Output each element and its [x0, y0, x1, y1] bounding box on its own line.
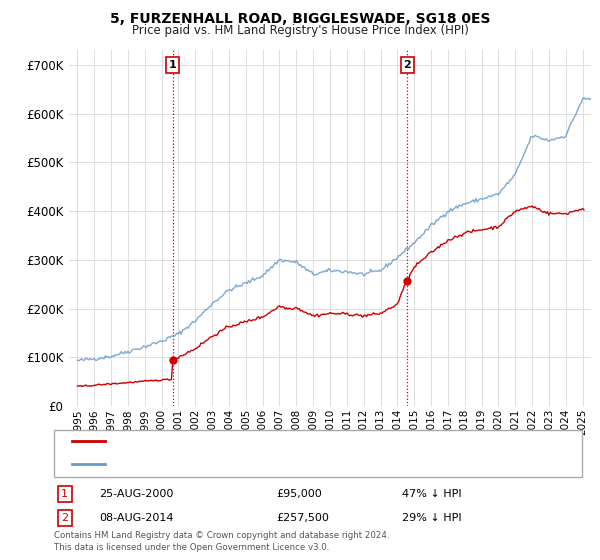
Text: 47% ↓ HPI: 47% ↓ HPI: [402, 489, 461, 499]
Text: 5, FURZENHALL ROAD, BIGGLESWADE, SG18 0ES (detached house): 5, FURZENHALL ROAD, BIGGLESWADE, SG18 0E…: [111, 436, 461, 446]
Text: HPI: Average price, detached house, Central Bedfordshire: HPI: Average price, detached house, Cent…: [111, 459, 412, 469]
Text: 08-AUG-2014: 08-AUG-2014: [99, 513, 173, 523]
Text: 2: 2: [61, 513, 68, 523]
Text: Contains HM Land Registry data © Crown copyright and database right 2024.
This d: Contains HM Land Registry data © Crown c…: [54, 531, 389, 552]
Text: 25-AUG-2000: 25-AUG-2000: [99, 489, 173, 499]
Text: Price paid vs. HM Land Registry's House Price Index (HPI): Price paid vs. HM Land Registry's House …: [131, 24, 469, 37]
Text: £95,000: £95,000: [276, 489, 322, 499]
Text: £257,500: £257,500: [276, 513, 329, 523]
Text: 5, FURZENHALL ROAD, BIGGLESWADE, SG18 0ES: 5, FURZENHALL ROAD, BIGGLESWADE, SG18 0E…: [110, 12, 490, 26]
Text: 29% ↓ HPI: 29% ↓ HPI: [402, 513, 461, 523]
Text: 1: 1: [169, 60, 176, 70]
Text: 1: 1: [61, 489, 68, 499]
Text: 2: 2: [404, 60, 412, 70]
